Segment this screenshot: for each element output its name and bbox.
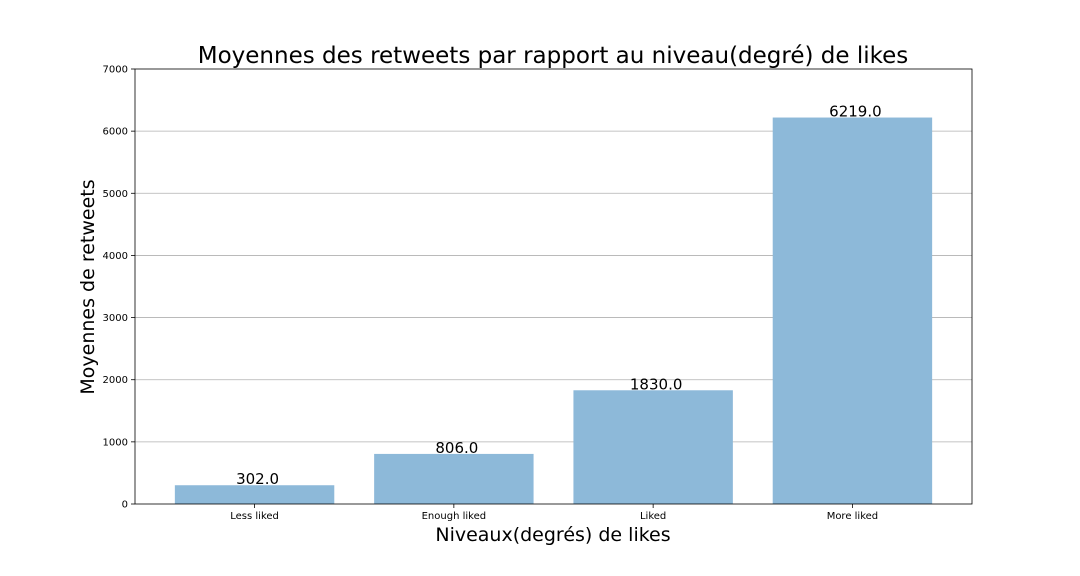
bar — [174, 485, 335, 504]
y-tick-label: 2000 — [103, 375, 128, 386]
bar — [772, 117, 933, 504]
y-tick-label: 5000 — [103, 189, 128, 200]
bar-value-label: 302.0 — [236, 470, 279, 488]
y-tick-label: 6000 — [103, 127, 128, 138]
y-axis-label: Moyennes de retweets — [77, 179, 99, 394]
x-tick-label: Liked — [640, 511, 666, 522]
bars — [174, 117, 933, 504]
data-labels: 302.0 806.0 1830.0 6219.0 — [236, 103, 882, 489]
bar-value-label: 6219.0 — [829, 103, 882, 121]
y-tick-label: 1000 — [103, 437, 128, 448]
chart-title: Moyennes des retweets par rapport au niv… — [198, 43, 909, 69]
y-axis-ticks: 0 1000 2000 3000 4000 5000 6000 7000 — [103, 65, 135, 511]
x-axis-ticks: Less liked Enough liked Liked More liked — [230, 504, 878, 522]
x-tick-label: Less liked — [230, 511, 279, 522]
bar — [374, 453, 534, 504]
y-tick-label: 3000 — [103, 313, 128, 324]
plot-frame — [134, 68, 973, 505]
x-axis-label: Niveaux(degrés) de likes — [435, 524, 670, 546]
bar-value-label: 806.0 — [435, 439, 478, 457]
y-tick-label: 0 — [122, 500, 128, 511]
y-tick-label: 4000 — [103, 251, 128, 262]
y-tick-label: 7000 — [103, 65, 128, 76]
x-tick-label: More liked — [827, 511, 878, 522]
x-tick-label: Enough liked — [422, 511, 486, 522]
bar-value-label: 1830.0 — [630, 375, 683, 393]
bar — [573, 390, 733, 504]
